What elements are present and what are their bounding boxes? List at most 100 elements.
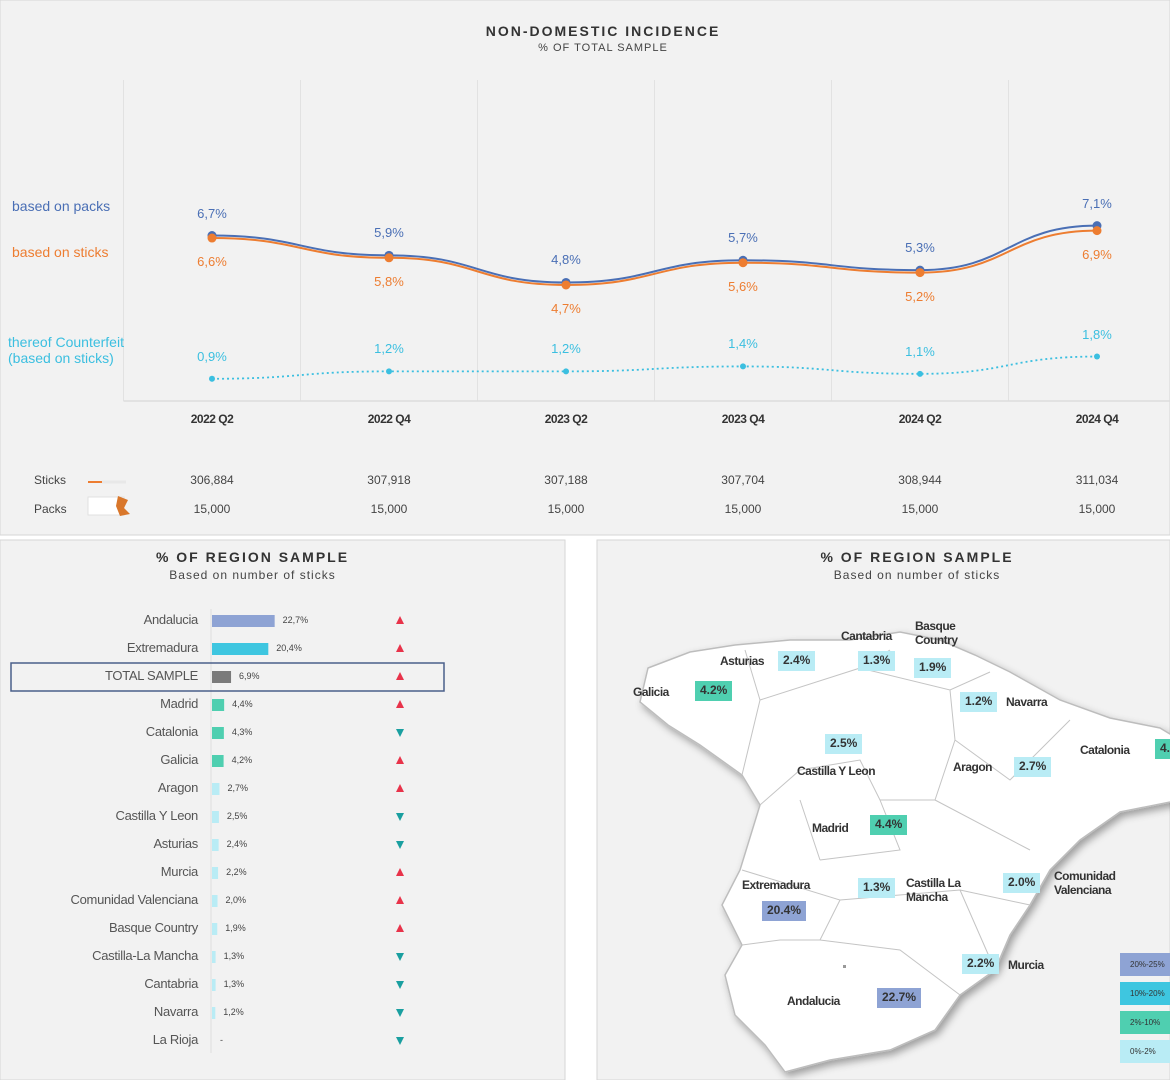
region-value: 2.2% bbox=[962, 954, 1000, 974]
x-tick-label: 2024 Q2 bbox=[898, 412, 942, 426]
region-value: 1.9% bbox=[914, 658, 952, 678]
region-value: 1.3% bbox=[858, 878, 896, 898]
bar bbox=[212, 671, 232, 683]
data-point bbox=[386, 368, 392, 375]
region-name: Castilla La Mancha bbox=[906, 876, 961, 904]
table-cell: 307,188 bbox=[544, 473, 588, 487]
category-label: TOTAL SAMPLE bbox=[105, 668, 198, 683]
value-label: 4,4% bbox=[232, 699, 253, 709]
trend-arrow bbox=[396, 1009, 404, 1017]
x-tick-label: 2023 Q4 bbox=[721, 412, 765, 426]
data-label: 5,7% bbox=[728, 230, 758, 246]
x-tick-label: 2022 Q4 bbox=[367, 412, 411, 426]
value-label: 2,0% bbox=[225, 895, 247, 905]
bar bbox=[212, 755, 224, 767]
category-label: Basque Country bbox=[108, 920, 198, 935]
map-outline bbox=[639, 631, 1170, 1073]
table-cell: 307,918 bbox=[367, 473, 411, 487]
region-value: 1.2% bbox=[960, 692, 998, 712]
category-label: Castilla Y Leon bbox=[115, 808, 199, 823]
data-point bbox=[917, 370, 923, 377]
data-point bbox=[740, 363, 746, 370]
value-label: 22,7% bbox=[282, 615, 309, 625]
bar bbox=[212, 615, 275, 627]
data-point bbox=[1094, 353, 1100, 360]
trend-arrow bbox=[396, 953, 404, 961]
trend-arrow bbox=[396, 784, 404, 792]
highlight-box bbox=[10, 662, 445, 692]
legend-label: thereof Counterfeit (based on sticks) bbox=[8, 334, 124, 367]
legend-item: 10%-20% bbox=[1120, 982, 1170, 1005]
region-value: 2.5% bbox=[825, 734, 863, 754]
legend-item: 2%-10% bbox=[1120, 1011, 1170, 1034]
data-label: 5,2% bbox=[905, 288, 935, 304]
category-label: Galicia bbox=[160, 752, 198, 767]
series-line bbox=[211, 355, 1098, 380]
value-label: 4,3% bbox=[231, 727, 253, 737]
bar bbox=[212, 895, 218, 907]
data-label: 6,7% bbox=[197, 205, 227, 221]
legend-item: 20%-25% bbox=[1120, 953, 1170, 976]
region-value: 4.4% bbox=[870, 815, 908, 835]
left-panel bbox=[0, 539, 566, 1080]
category-label: La Rioja bbox=[152, 1032, 199, 1047]
chart-title: NON-DOMESTIC INCIDENCE bbox=[485, 23, 721, 39]
trend-arrow bbox=[396, 813, 404, 821]
region-name: Galicia bbox=[633, 685, 669, 699]
category-label: Aragon bbox=[157, 780, 198, 795]
data-label: 1,8% bbox=[1082, 326, 1112, 342]
bar bbox=[212, 699, 225, 711]
table-cell: 311,034 bbox=[1075, 473, 1119, 487]
bar bbox=[212, 951, 216, 963]
table-cell: 15,000 bbox=[193, 502, 231, 516]
region-name: Asturias bbox=[720, 654, 765, 668]
top-panel bbox=[0, 0, 1170, 536]
trend-arrow bbox=[396, 616, 404, 624]
data-label: 6,6% bbox=[197, 254, 227, 270]
chart-subtitle: % OF TOTAL SAMPLE bbox=[538, 42, 668, 54]
table-cell: 308,944 bbox=[898, 473, 942, 487]
region-value: 2.0% bbox=[1003, 873, 1041, 893]
value-label: 2,2% bbox=[226, 867, 247, 877]
trend-arrow bbox=[396, 868, 404, 876]
region-name: Andalucia bbox=[787, 994, 840, 1008]
table-cell: 307,704 bbox=[721, 473, 765, 487]
chart-subtitle: Based on number of sticks bbox=[169, 568, 336, 582]
map-subtitle: Based on number of sticks bbox=[833, 568, 1001, 582]
data-label: 5,6% bbox=[728, 278, 758, 294]
value-label: 1,2% bbox=[223, 1007, 244, 1017]
data-point bbox=[209, 375, 215, 382]
chart-title: % OF REGION SAMPLE bbox=[155, 549, 350, 565]
region-value: 4.3% bbox=[1155, 739, 1170, 759]
map-title: % OF REGION SAMPLE bbox=[820, 549, 1014, 565]
trend-arrow bbox=[396, 841, 404, 849]
value-label: - bbox=[220, 1035, 223, 1045]
region-value: 2.7% bbox=[1014, 757, 1052, 777]
region-value: 2.4% bbox=[778, 651, 816, 671]
value-label: 2,7% bbox=[227, 783, 248, 793]
table-row-label: Packs bbox=[34, 502, 67, 516]
table-row-label: Sticks bbox=[34, 473, 67, 487]
trend-arrow bbox=[396, 644, 404, 652]
category-label: Extremadura bbox=[126, 640, 198, 655]
category-label: Comunidad Valenciana bbox=[70, 892, 199, 907]
trend-arrow bbox=[396, 896, 404, 904]
region-name: Comunidad Valenciana bbox=[1054, 869, 1116, 897]
category-label: Asturias bbox=[153, 836, 198, 851]
table-cell: 306,884 bbox=[190, 473, 234, 487]
data-point bbox=[207, 233, 217, 243]
data-label: 7,1% bbox=[1082, 195, 1112, 211]
region-name: Extremadura bbox=[742, 878, 810, 892]
table-cell: 15,000 bbox=[724, 502, 762, 516]
series-line bbox=[211, 224, 1098, 284]
data-point bbox=[561, 280, 571, 290]
category-label: Navarra bbox=[153, 1004, 198, 1019]
data-label: 1,2% bbox=[551, 341, 581, 357]
value-label: 2,5% bbox=[226, 811, 248, 821]
region-name: Madrid bbox=[812, 821, 849, 835]
packs-icon bbox=[116, 496, 130, 516]
data-label: 4,8% bbox=[551, 252, 581, 268]
table-cell: 15,000 bbox=[547, 502, 585, 516]
data-point bbox=[384, 253, 394, 263]
